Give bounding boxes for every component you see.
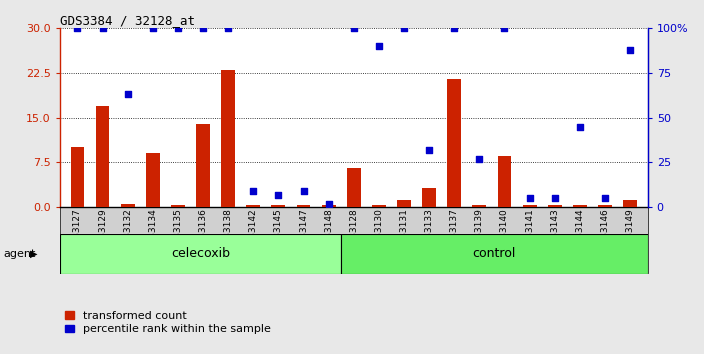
Bar: [322, 205, 336, 207]
Bar: [598, 205, 612, 207]
Bar: [447, 79, 461, 207]
Point: [448, 25, 460, 31]
Bar: [121, 204, 134, 207]
Point: [122, 92, 133, 97]
Bar: [498, 156, 511, 207]
Bar: [272, 205, 285, 207]
Bar: [96, 106, 109, 207]
Point: [172, 25, 184, 31]
Bar: [422, 188, 436, 207]
Point: [222, 25, 234, 31]
Bar: [472, 205, 486, 207]
Point: [197, 25, 208, 31]
Point: [474, 156, 485, 162]
Bar: [70, 148, 84, 207]
Bar: [146, 153, 160, 207]
Point: [398, 25, 410, 31]
Bar: [372, 205, 386, 207]
Text: celecoxib: celecoxib: [171, 247, 230, 261]
Point: [624, 47, 636, 53]
Point: [272, 192, 284, 198]
Bar: [296, 205, 310, 207]
Text: GDS3384 / 32128_at: GDS3384 / 32128_at: [60, 14, 195, 27]
Bar: [171, 205, 185, 207]
Text: agent: agent: [4, 249, 36, 259]
Point: [147, 25, 158, 31]
Bar: [341, 234, 648, 274]
Legend: transformed count, percentile rank within the sample: transformed count, percentile rank withi…: [65, 311, 271, 334]
Point: [298, 188, 309, 194]
Bar: [397, 200, 411, 207]
Text: ▶: ▶: [30, 249, 38, 259]
Bar: [246, 205, 260, 207]
Bar: [548, 205, 562, 207]
Bar: [221, 70, 235, 207]
Point: [499, 25, 510, 31]
Bar: [347, 169, 360, 207]
Point: [549, 195, 560, 201]
Point: [424, 147, 435, 153]
Text: control: control: [472, 247, 516, 261]
Point: [248, 188, 259, 194]
Bar: [573, 205, 586, 207]
Point: [348, 25, 359, 31]
Bar: [522, 205, 536, 207]
Point: [97, 25, 108, 31]
Point: [323, 201, 334, 206]
Point: [72, 25, 83, 31]
Bar: [623, 200, 637, 207]
Bar: [196, 124, 210, 207]
Point: [574, 124, 586, 130]
Point: [373, 43, 384, 49]
Point: [599, 195, 610, 201]
Bar: [60, 234, 341, 274]
Point: [524, 195, 535, 201]
